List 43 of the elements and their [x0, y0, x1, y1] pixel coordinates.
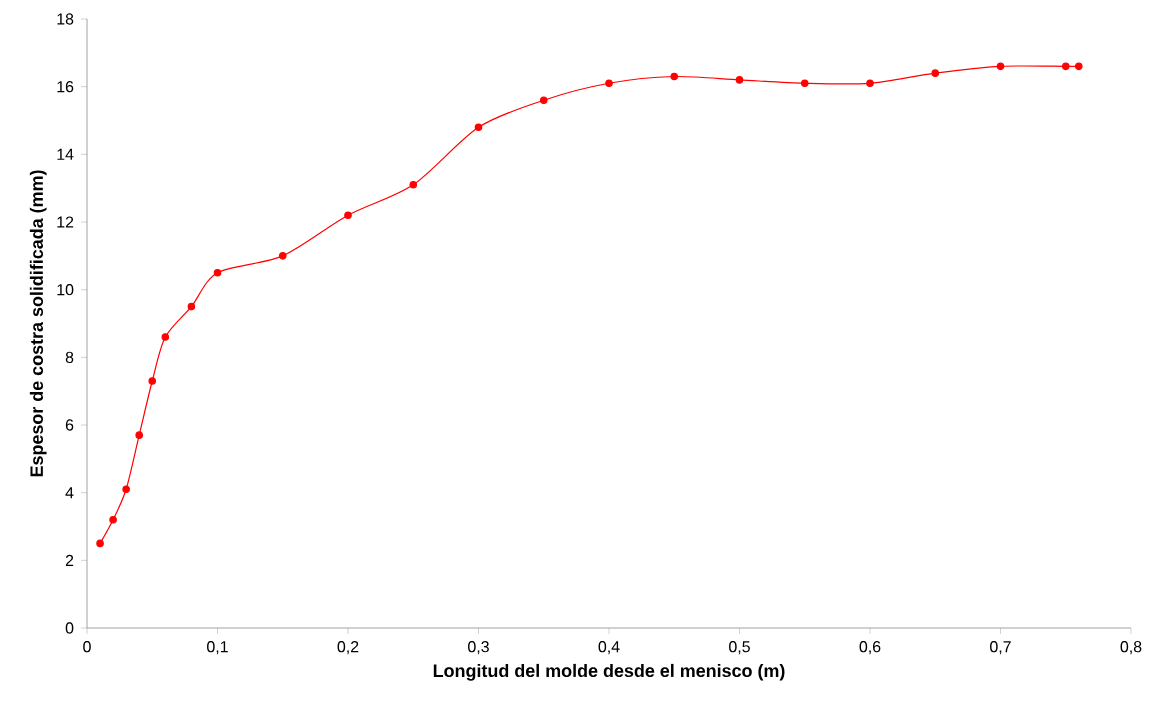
point	[996, 62, 1005, 71]
point	[344, 211, 352, 220]
x-tick-label: 0,2	[337, 641, 359, 655]
point	[96, 539, 104, 548]
y-axis-title: Espesor de costra solidificada (mm)	[29, 170, 47, 477]
point	[109, 515, 117, 524]
x-tick-label: 0	[83, 641, 91, 653]
x-tick-label: 0,4	[598, 641, 620, 655]
x-axis-title: Longitud del molde desde el menisco (m)	[433, 663, 785, 681]
point	[213, 268, 222, 277]
x-tick-label: 0,5	[729, 641, 750, 655]
y-tick-label: 18	[57, 13, 74, 25]
x-tick-label: 0,7	[990, 641, 1011, 655]
point	[187, 302, 196, 311]
y-tick-label: 6	[65, 419, 74, 431]
point	[409, 180, 418, 189]
point	[866, 79, 874, 88]
y-tick-label: 14	[57, 148, 74, 160]
point	[474, 123, 483, 132]
point	[931, 69, 940, 77]
point	[670, 72, 679, 81]
point	[161, 333, 170, 341]
x-tick-label: 0,6	[859, 641, 881, 655]
point	[735, 76, 744, 84]
point	[278, 252, 287, 260]
point	[605, 79, 613, 88]
point	[800, 79, 809, 88]
x-tick-label: 0,3	[468, 641, 489, 655]
point	[135, 431, 143, 439]
x-tick-label: 0,8	[1120, 641, 1142, 655]
point	[539, 96, 548, 104]
point	[1061, 62, 1070, 71]
point	[148, 377, 157, 385]
y-tick-label: 10	[57, 284, 74, 296]
y-tick-label: 2	[65, 554, 74, 566]
point	[1075, 62, 1083, 71]
y-tick-label: 8	[65, 351, 74, 363]
y-tick-label: 16	[57, 81, 74, 93]
y-tick-label: 0	[65, 622, 74, 634]
point	[122, 485, 130, 494]
y-tick-label: 12	[57, 216, 74, 228]
y-tick-label: 4	[65, 487, 74, 499]
x-tick-label: 0,1	[207, 641, 228, 655]
